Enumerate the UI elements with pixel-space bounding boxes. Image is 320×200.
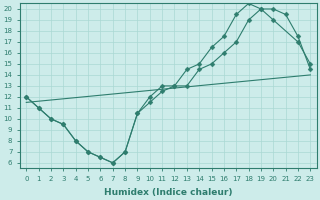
X-axis label: Humidex (Indice chaleur): Humidex (Indice chaleur) [104,188,233,197]
